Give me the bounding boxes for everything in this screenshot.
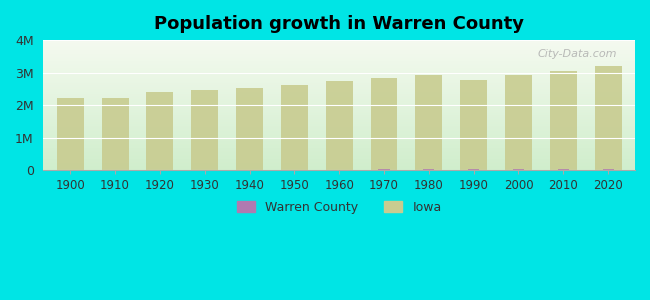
- Bar: [370, 78, 397, 170]
- Bar: [595, 66, 621, 170]
- Bar: [558, 169, 569, 170]
- Bar: [505, 75, 532, 170]
- Bar: [460, 80, 487, 170]
- Bar: [101, 98, 129, 170]
- Bar: [423, 169, 434, 170]
- Legend: Warren County, Iowa: Warren County, Iowa: [232, 196, 447, 219]
- Bar: [57, 98, 84, 170]
- Bar: [550, 71, 577, 170]
- Bar: [603, 169, 614, 170]
- Bar: [236, 88, 263, 170]
- Title: Population growth in Warren County: Population growth in Warren County: [154, 15, 524, 33]
- Bar: [191, 90, 218, 170]
- Bar: [326, 80, 352, 170]
- Bar: [146, 92, 174, 170]
- Bar: [378, 169, 389, 170]
- Bar: [415, 75, 442, 170]
- Bar: [513, 169, 524, 170]
- Bar: [281, 85, 308, 170]
- Text: City-Data.com: City-Data.com: [538, 49, 618, 59]
- Bar: [468, 169, 479, 170]
